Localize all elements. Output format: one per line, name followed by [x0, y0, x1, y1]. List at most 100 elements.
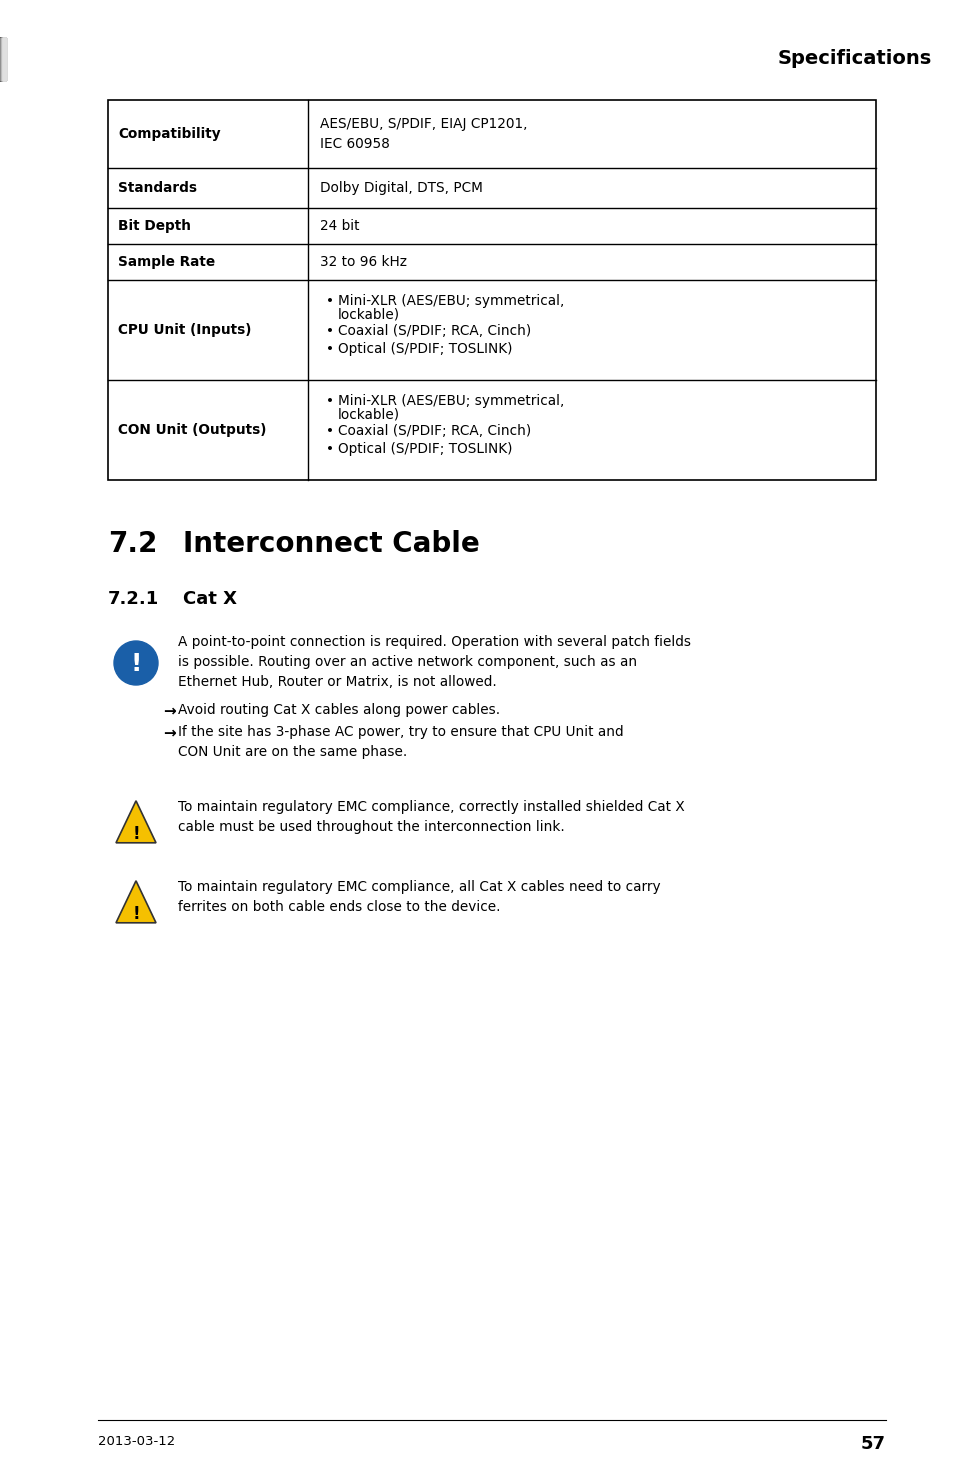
Text: lockable): lockable)	[337, 308, 399, 322]
Text: Cat X: Cat X	[183, 590, 236, 608]
Text: 32 to 96 kHz: 32 to 96 kHz	[319, 255, 407, 268]
Bar	[3, 38, 6, 80]
Bar	[3, 38, 6, 80]
Bar	[3, 38, 6, 80]
Bar	[2, 38, 5, 80]
Bar	[1, 38, 4, 80]
Bar	[2, 38, 5, 80]
Bar	[1, 38, 5, 80]
Bar	[2, 38, 6, 80]
Bar	[2, 38, 5, 80]
Bar	[0, 38, 3, 80]
Bar	[1, 38, 5, 80]
Bar	[3, 38, 6, 80]
Bar	[1, 38, 4, 80]
Bar	[2, 38, 6, 80]
Bar	[1, 38, 4, 80]
Polygon shape	[116, 801, 156, 842]
Bar	[1, 38, 5, 80]
Bar	[1, 38, 5, 80]
Bar	[2, 38, 6, 80]
Bar	[2, 38, 5, 80]
Bar	[1, 38, 4, 80]
Bar	[2, 38, 5, 80]
Bar	[1, 38, 4, 80]
Bar	[0, 38, 4, 80]
Bar	[3, 38, 7, 80]
Text: AES/EBU, S/PDIF, EIAJ CP1201,
IEC 60958: AES/EBU, S/PDIF, EIAJ CP1201, IEC 60958	[319, 117, 527, 150]
Bar	[1, 38, 4, 80]
Bar	[1, 38, 5, 80]
Bar	[1, 38, 5, 80]
Bar	[2, 38, 5, 80]
Bar	[3, 38, 6, 80]
Bar	[1, 38, 5, 80]
Text: •: •	[326, 324, 334, 338]
Bar	[1, 38, 4, 80]
Bar	[3, 38, 6, 80]
Bar	[2, 38, 6, 80]
Bar	[3, 38, 6, 80]
Bar	[2, 38, 5, 80]
Bar	[3, 38, 6, 80]
Bar	[0, 38, 3, 80]
Bar	[2, 38, 5, 80]
Bar	[2, 38, 5, 80]
Bar	[3, 38, 6, 80]
Bar	[2, 38, 6, 80]
Bar	[2, 38, 6, 80]
Bar	[0, 38, 4, 80]
Bar	[1, 38, 5, 80]
Bar	[1, 38, 5, 80]
Bar	[0, 38, 4, 80]
Bar	[0, 38, 4, 80]
Bar	[3, 38, 6, 80]
Bar	[2, 38, 5, 80]
Bar	[3, 38, 6, 80]
Bar	[1, 38, 4, 80]
Text: •: •	[326, 423, 334, 438]
Bar	[1, 38, 4, 80]
Bar	[1, 38, 5, 80]
Bar	[0, 38, 3, 80]
Bar	[0, 38, 3, 80]
Bar	[3, 38, 6, 80]
Bar	[2, 38, 5, 80]
Bar	[1, 38, 5, 80]
Bar	[2, 38, 6, 80]
Bar	[2, 38, 5, 80]
Bar	[0, 38, 3, 80]
Bar	[3, 38, 6, 80]
Bar	[2, 38, 5, 80]
Bar	[1, 38, 5, 80]
Bar	[2, 38, 6, 80]
Bar	[2, 38, 6, 80]
Bar	[2, 38, 5, 80]
Bar	[1, 38, 4, 80]
Bar	[1, 38, 4, 80]
Bar	[3, 38, 7, 80]
Bar	[3, 38, 6, 80]
Text: If the site has 3-phase AC power, try to ensure that CPU Unit and
CON Unit are o: If the site has 3-phase AC power, try to…	[178, 726, 623, 760]
Bar	[0, 38, 4, 80]
Bar	[2, 38, 5, 80]
Bar	[2, 38, 5, 80]
Text: 7.2.1: 7.2.1	[108, 590, 159, 608]
Bar	[3, 38, 6, 80]
Bar	[3, 38, 7, 80]
Bar	[3, 38, 6, 80]
Text: Specifications: Specifications	[777, 50, 931, 68]
Bar	[2, 38, 5, 80]
Bar	[2, 38, 5, 80]
Bar	[1, 38, 5, 80]
Bar	[3, 38, 7, 80]
Text: CPU Unit (Inputs): CPU Unit (Inputs)	[118, 323, 251, 336]
Bar	[3, 38, 7, 80]
Bar	[2, 38, 5, 80]
Bar	[2, 38, 5, 80]
Bar	[2, 38, 5, 80]
Bar	[1, 38, 4, 80]
Bar	[0, 38, 3, 80]
Bar	[3, 38, 7, 80]
Bar	[1, 38, 4, 80]
